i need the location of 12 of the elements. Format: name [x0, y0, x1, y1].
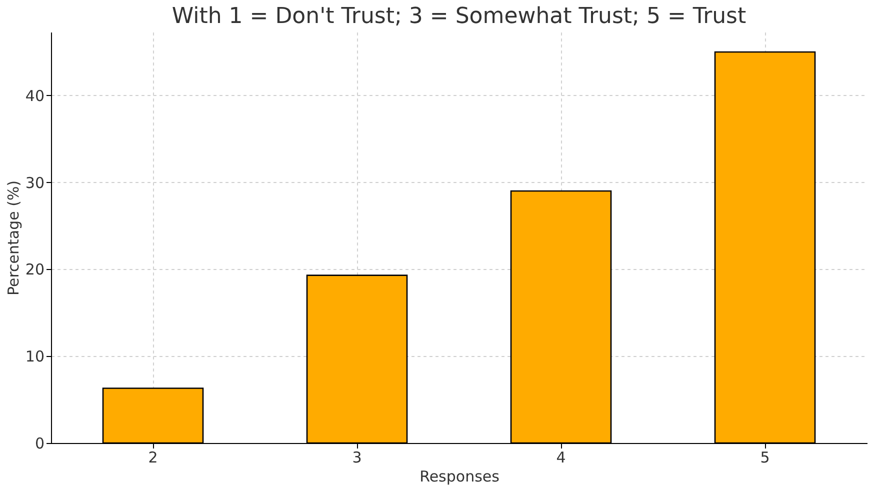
y-tick-label: 40: [25, 86, 44, 105]
y-axis-title: Percentage (%): [4, 180, 22, 296]
x-tick-label: 4: [556, 448, 566, 466]
y-tick-label: 10: [25, 348, 44, 366]
chart-title: With 1 = Don't Trust; 3 = Somewhat Trust; 5 = Trust: [172, 4, 747, 29]
y-tick-label: 30: [25, 174, 44, 192]
y-tick-label: 0: [34, 434, 44, 452]
y-tick-label: 20: [25, 260, 44, 279]
x-tick-label: 5: [760, 448, 770, 466]
x-axis-title: Responses: [420, 468, 500, 486]
x-tick-label: 2: [148, 448, 158, 466]
x-tick-label: 3: [352, 448, 362, 466]
